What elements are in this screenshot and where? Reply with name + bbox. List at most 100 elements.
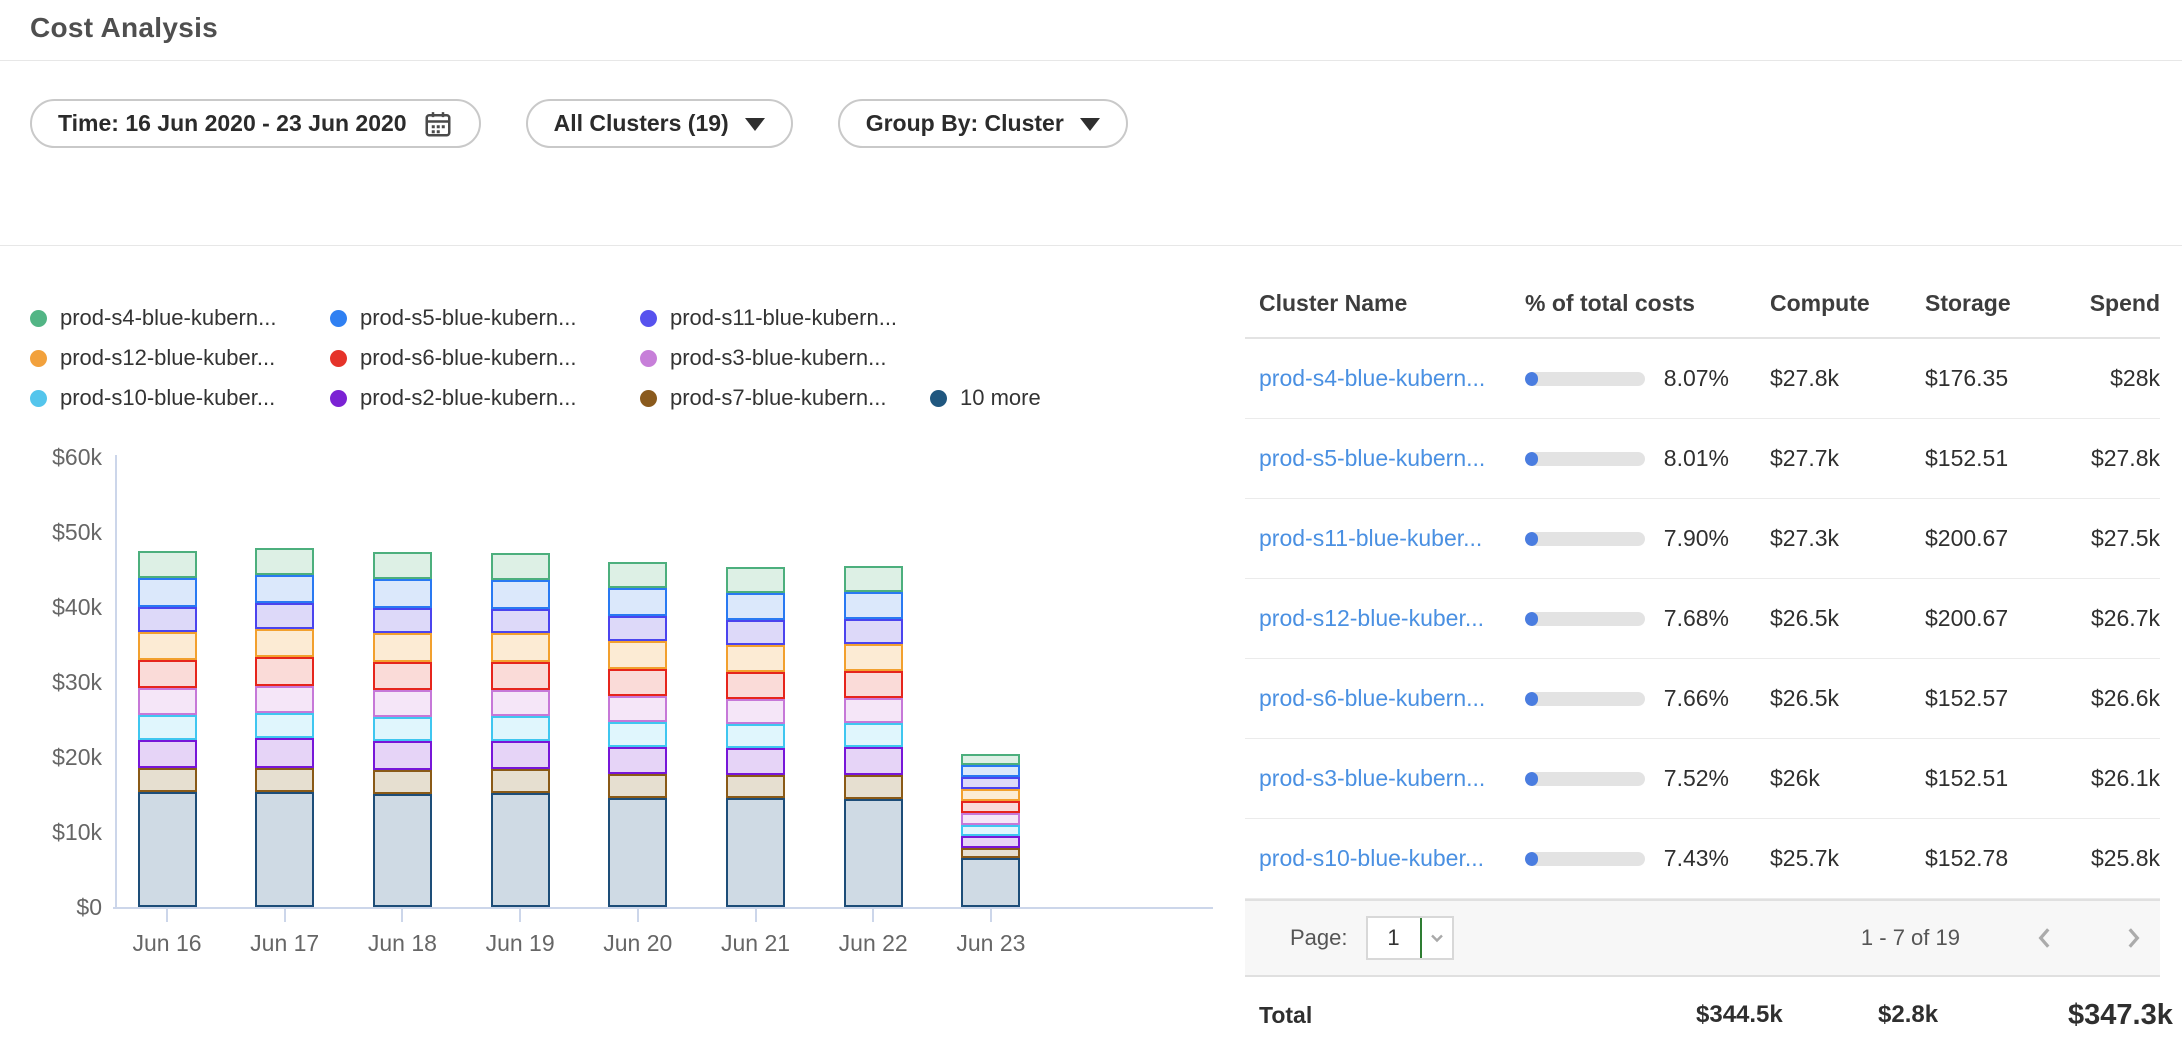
bar-segment[interactable] xyxy=(726,699,785,725)
bar-segment[interactable] xyxy=(138,768,197,792)
bar-segment[interactable] xyxy=(961,754,1020,765)
legend-item[interactable]: prod-s11-blue-kubern... xyxy=(640,305,930,331)
cluster-link[interactable]: prod-s11-blue-kuber... xyxy=(1245,525,1525,552)
bar-segment[interactable] xyxy=(726,620,785,645)
bar-segment[interactable] xyxy=(255,792,314,907)
bar-segment[interactable] xyxy=(373,690,432,717)
page-select[interactable]: 1 xyxy=(1366,916,1454,960)
bar-segment[interactable] xyxy=(491,553,550,580)
cluster-link[interactable]: prod-s10-blue-kuber... xyxy=(1245,845,1525,872)
bar-segment[interactable] xyxy=(608,669,667,696)
bar-segment[interactable] xyxy=(844,747,903,775)
legend-item[interactable]: prod-s10-blue-kuber... xyxy=(30,385,330,411)
bar-segment[interactable] xyxy=(608,562,667,588)
bar-segment[interactable] xyxy=(373,717,432,742)
bar-segment[interactable] xyxy=(491,662,550,690)
bar-segment[interactable] xyxy=(961,836,1020,848)
bar-segment[interactable] xyxy=(726,593,785,620)
bar-segment[interactable] xyxy=(138,632,197,661)
cluster-link[interactable]: prod-s5-blue-kubern... xyxy=(1245,445,1525,472)
bar-segment[interactable] xyxy=(138,660,197,688)
bar-segment[interactable] xyxy=(726,775,785,798)
bar-segment[interactable] xyxy=(491,741,550,770)
next-page-button[interactable] xyxy=(2120,925,2146,951)
cluster-link[interactable]: prod-s12-blue-kuber... xyxy=(1245,605,1525,632)
bar-segment[interactable] xyxy=(138,607,197,632)
bar-segment[interactable] xyxy=(961,858,1020,907)
bar-segment[interactable] xyxy=(844,619,903,644)
bar-segment[interactable] xyxy=(491,690,550,716)
bar-segment[interactable] xyxy=(961,825,1020,836)
bar-segment[interactable] xyxy=(491,633,550,662)
clusters-filter[interactable]: All Clusters (19) xyxy=(526,99,793,148)
bar-segment[interactable] xyxy=(138,740,197,769)
bar-segment[interactable] xyxy=(373,579,432,608)
bar-segment[interactable] xyxy=(138,688,197,715)
bar-segment[interactable] xyxy=(491,609,550,634)
bar-segment[interactable] xyxy=(255,629,314,658)
bar-segment[interactable] xyxy=(491,580,550,609)
bar-segment[interactable] xyxy=(373,552,432,579)
bar-segment[interactable] xyxy=(726,672,785,698)
bar-segment[interactable] xyxy=(255,548,314,575)
bar-segment[interactable] xyxy=(608,798,667,908)
bar-segment[interactable] xyxy=(726,724,785,748)
bar-segment[interactable] xyxy=(844,723,903,747)
bar-segment[interactable] xyxy=(608,774,667,797)
bar-segment[interactable] xyxy=(844,566,903,592)
bar-segment[interactable] xyxy=(726,748,785,775)
bar-segment[interactable] xyxy=(608,747,667,775)
bar-segment[interactable] xyxy=(608,722,667,747)
bar-segment[interactable] xyxy=(491,716,550,741)
prev-page-button[interactable] xyxy=(2032,925,2058,951)
bar-segment[interactable] xyxy=(961,789,1020,802)
bar-segment[interactable] xyxy=(608,588,667,616)
bar-segment[interactable] xyxy=(138,578,197,607)
bar-segment[interactable] xyxy=(373,608,432,634)
bar-segment[interactable] xyxy=(255,686,314,713)
bar-segment[interactable] xyxy=(844,799,903,907)
bar-segment[interactable] xyxy=(373,662,432,690)
legend-item[interactable]: prod-s5-blue-kubern... xyxy=(330,305,640,331)
bar-segment[interactable] xyxy=(961,765,1020,777)
legend-item[interactable]: prod-s2-blue-kubern... xyxy=(330,385,640,411)
bar-segment[interactable] xyxy=(373,633,432,662)
bar-segment[interactable] xyxy=(961,801,1020,813)
bar-segment[interactable] xyxy=(491,769,550,793)
bar-segment[interactable] xyxy=(961,813,1020,824)
legend-item[interactable]: prod-s6-blue-kubern... xyxy=(330,345,640,371)
bar-segment[interactable] xyxy=(255,738,314,767)
bar-segment[interactable] xyxy=(844,671,903,698)
bar-segment[interactable] xyxy=(608,641,667,669)
bar-segment[interactable] xyxy=(373,794,432,907)
bar-segment[interactable] xyxy=(844,775,903,799)
bar-segment[interactable] xyxy=(961,848,1020,859)
bar-segment[interactable] xyxy=(726,567,785,593)
bar-segment[interactable] xyxy=(844,698,903,724)
bar-segment[interactable] xyxy=(255,713,314,739)
bar-segment[interactable] xyxy=(255,575,314,604)
legend-item[interactable]: prod-s7-blue-kubern... xyxy=(640,385,930,411)
legend-item[interactable]: 10 more xyxy=(930,385,1041,411)
bar-segment[interactable] xyxy=(138,792,197,907)
bar-segment[interactable] xyxy=(726,645,785,673)
cluster-link[interactable]: prod-s3-blue-kubern... xyxy=(1245,765,1525,792)
bar-segment[interactable] xyxy=(373,741,432,770)
legend-item[interactable]: prod-s4-blue-kubern... xyxy=(30,305,330,331)
cluster-link[interactable]: prod-s4-blue-kubern... xyxy=(1245,365,1525,392)
bar-segment[interactable] xyxy=(255,657,314,686)
bar-segment[interactable] xyxy=(373,770,432,794)
bar-segment[interactable] xyxy=(961,777,1020,788)
cluster-link[interactable]: prod-s6-blue-kubern... xyxy=(1245,685,1525,712)
legend-item[interactable]: prod-s3-blue-kubern... xyxy=(640,345,930,371)
legend-item[interactable]: prod-s12-blue-kuber... xyxy=(30,345,330,371)
bar-segment[interactable] xyxy=(844,592,903,619)
bar-segment[interactable] xyxy=(844,644,903,671)
bar-segment[interactable] xyxy=(255,768,314,793)
time-range-filter[interactable]: Time: 16 Jun 2020 - 23 Jun 2020 xyxy=(30,99,481,148)
bar-segment[interactable] xyxy=(726,798,785,907)
bar-segment[interactable] xyxy=(138,551,197,578)
groupby-filter[interactable]: Group By: Cluster xyxy=(838,99,1128,148)
bar-segment[interactable] xyxy=(255,603,314,629)
bar-segment[interactable] xyxy=(608,616,667,641)
